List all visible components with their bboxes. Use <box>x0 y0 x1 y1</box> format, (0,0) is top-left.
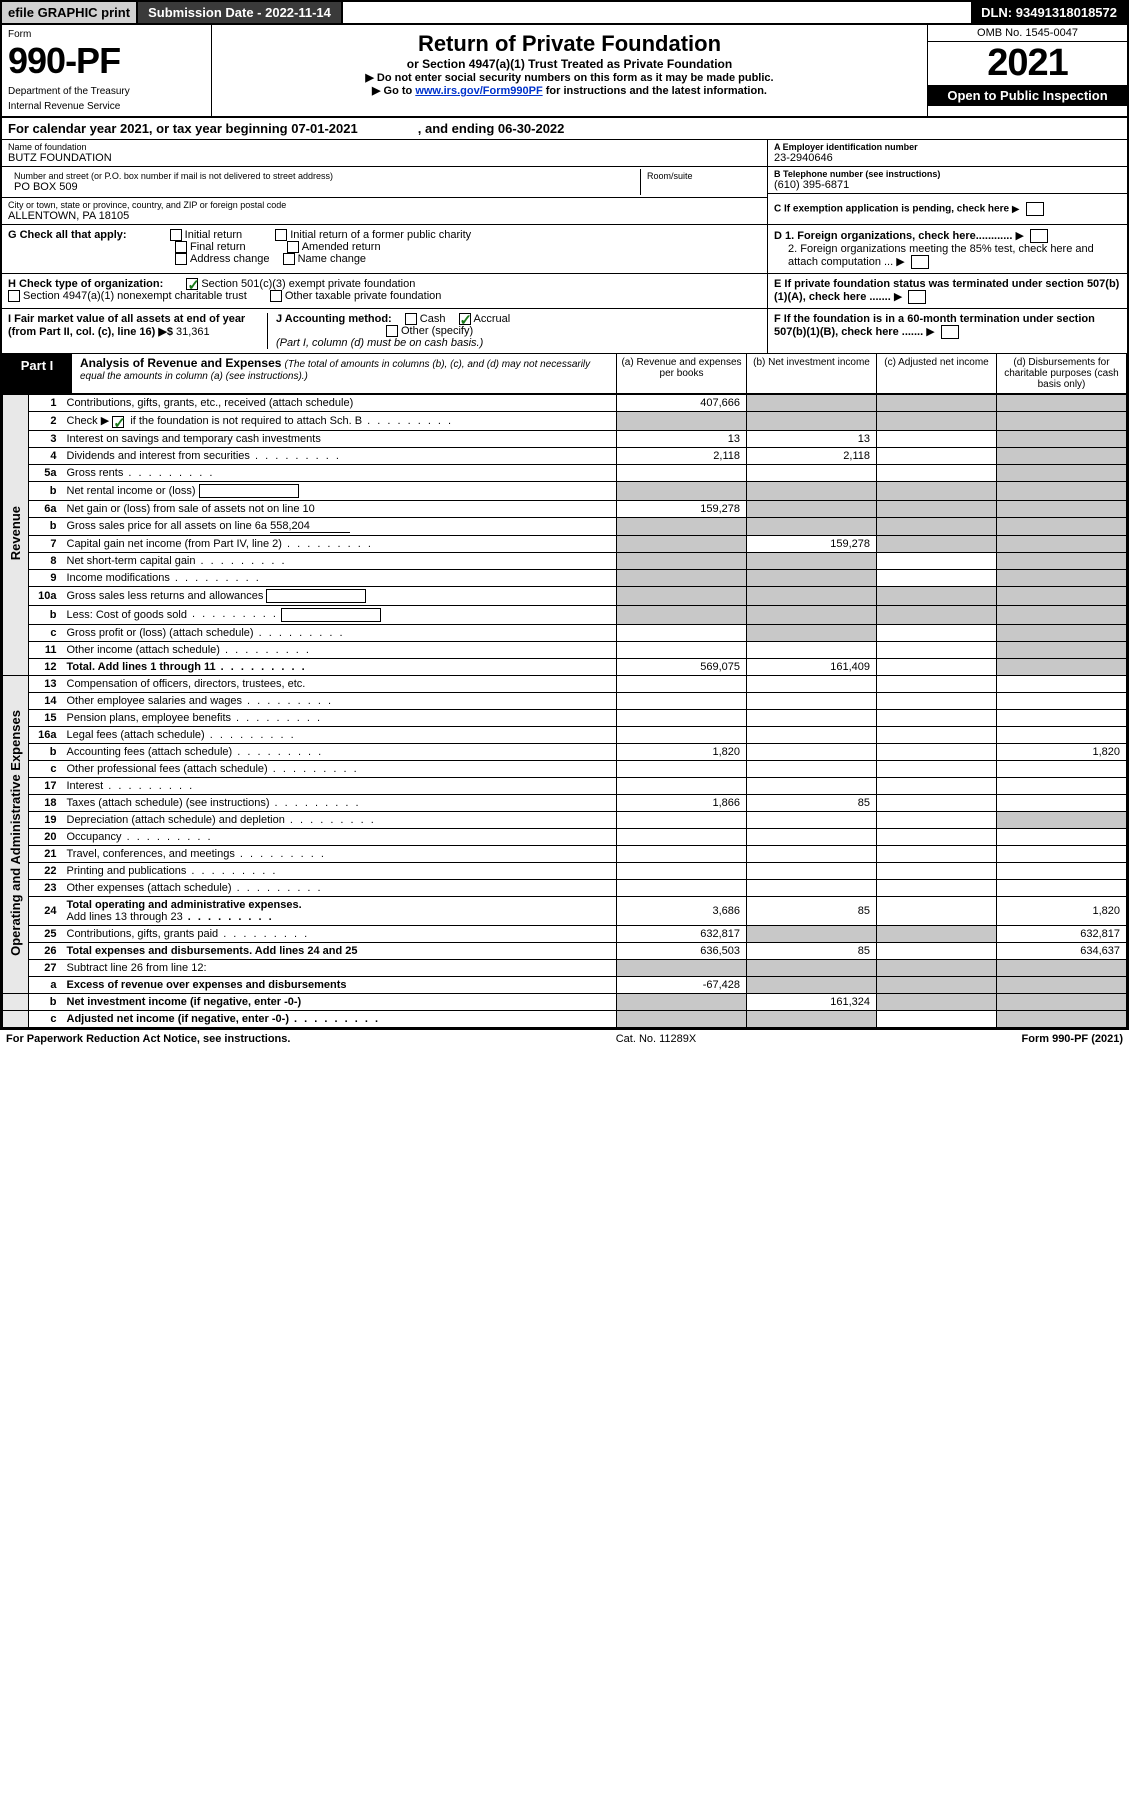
d2-checkbox[interactable] <box>911 255 929 269</box>
room-label: Room/suite <box>641 169 761 195</box>
paperwork-notice: For Paperwork Reduction Act Notice, see … <box>6 1033 290 1045</box>
col-b-header: (b) Net investment income <box>747 354 877 393</box>
efile-label: efile GRAPHIC print <box>2 2 138 23</box>
submission-date: Submission Date - 2022-11-14 <box>138 2 343 23</box>
page-footer: For Paperwork Reduction Act Notice, see … <box>0 1030 1129 1048</box>
fmv-value: 31,361 <box>176 326 210 338</box>
col-c-header: (c) Adjusted net income <box>877 354 997 393</box>
final-return-checkbox[interactable] <box>175 241 187 253</box>
section-g: G Check all that apply: Initial return I… <box>2 225 767 273</box>
revenue-label: Revenue <box>8 506 23 560</box>
dln: DLN: 93491318018572 <box>971 2 1127 23</box>
expenses-label: Operating and Administrative Expenses <box>8 710 23 956</box>
4947-checkbox[interactable] <box>8 290 20 302</box>
initial-return-checkbox[interactable] <box>170 229 182 241</box>
amended-return-checkbox[interactable] <box>287 241 299 253</box>
instructions-link[interactable]: www.irs.gov/Form990PF <box>415 85 542 97</box>
part-1-title: Analysis of Revenue and Expenses <box>80 356 281 370</box>
topbar: efile GRAPHIC print Submission Date - 20… <box>2 2 1127 25</box>
foundation-name: BUTZ FOUNDATION <box>8 152 761 164</box>
section-h: H Check type of organization: Section 50… <box>2 274 767 308</box>
section-f: F If the foundation is in a 60-month ter… <box>767 309 1127 353</box>
form-ref: Form 990-PF (2021) <box>1022 1033 1123 1045</box>
open-to-public: Open to Public Inspection <box>928 85 1127 106</box>
phone-label: B Telephone number (see instructions) <box>774 169 1121 179</box>
sch-b-checkbox[interactable] <box>112 416 124 428</box>
ein-label: A Employer identification number <box>774 142 1121 152</box>
irs: Internal Revenue Service <box>8 101 205 112</box>
name-label: Name of foundation <box>8 142 761 152</box>
part-1-tag: Part I <box>2 354 72 393</box>
col-a-header: (a) Revenue and expenses per books <box>617 354 747 393</box>
form-subtitle: or Section 4947(a)(1) Trust Treated as P… <box>222 57 917 71</box>
e-checkbox[interactable] <box>908 290 926 304</box>
name-change-checkbox[interactable] <box>283 253 295 265</box>
other-method-checkbox[interactable] <box>386 325 398 337</box>
dept-treasury: Department of the Treasury <box>8 86 205 97</box>
col-d-header: (d) Disbursements for charitable purpose… <box>997 354 1127 393</box>
street-address: PO BOX 509 <box>14 181 634 193</box>
form-number: 990-PF <box>8 40 205 82</box>
tax-year: 2021 <box>928 42 1127 85</box>
omb-number: OMB No. 1545-0047 <box>928 25 1127 42</box>
other-taxable-checkbox[interactable] <box>270 290 282 302</box>
form-header: Form 990-PF Department of the Treasury I… <box>2 25 1127 118</box>
identification-block: Name of foundation BUTZ FOUNDATION Numbe… <box>2 140 1127 225</box>
address-change-checkbox[interactable] <box>175 253 187 265</box>
section-d: D 1. Foreign organizations, check here..… <box>767 225 1127 273</box>
cash-checkbox[interactable] <box>405 313 417 325</box>
street-label: Number and street (or P.O. box number if… <box>14 171 634 181</box>
instructions-link-row: ▶ Go to www.irs.gov/Form990PF for instru… <box>222 84 917 97</box>
section-i-j: I Fair market value of all assets at end… <box>2 309 767 353</box>
cash-basis-note: (Part I, column (d) must be on cash basi… <box>276 337 483 349</box>
initial-former-checkbox[interactable] <box>275 229 287 241</box>
r1-a: 407,666 <box>617 395 747 412</box>
exemption-pending-label: C If exemption application is pending, c… <box>774 204 1009 215</box>
form-label: Form <box>8 29 205 40</box>
exemption-checkbox[interactable] <box>1026 202 1044 216</box>
part-1-table: Revenue 1Contributions, gifts, grants, e… <box>2 394 1127 1027</box>
city-label: City or town, state or province, country… <box>8 200 761 210</box>
phone-value: (610) 395-6871 <box>774 179 1121 191</box>
d1-checkbox[interactable] <box>1030 229 1048 243</box>
part-1-header: Part I Analysis of Revenue and Expenses … <box>2 354 1127 394</box>
ein-value: 23-2940646 <box>774 152 1121 164</box>
form-title: Return of Private Foundation <box>222 31 917 57</box>
city-address: ALLENTOWN, PA 18105 <box>8 210 761 222</box>
ssn-warning: ▶ Do not enter social security numbers o… <box>222 71 917 84</box>
f-checkbox[interactable] <box>941 325 959 339</box>
accrual-checkbox[interactable] <box>459 313 471 325</box>
501c3-checkbox[interactable] <box>186 278 198 290</box>
section-e: E If private foundation status was termi… <box>767 274 1127 308</box>
calendar-year: For calendar year 2021, or tax year begi… <box>2 118 1127 140</box>
catalog-number: Cat. No. 11289X <box>290 1033 1021 1045</box>
